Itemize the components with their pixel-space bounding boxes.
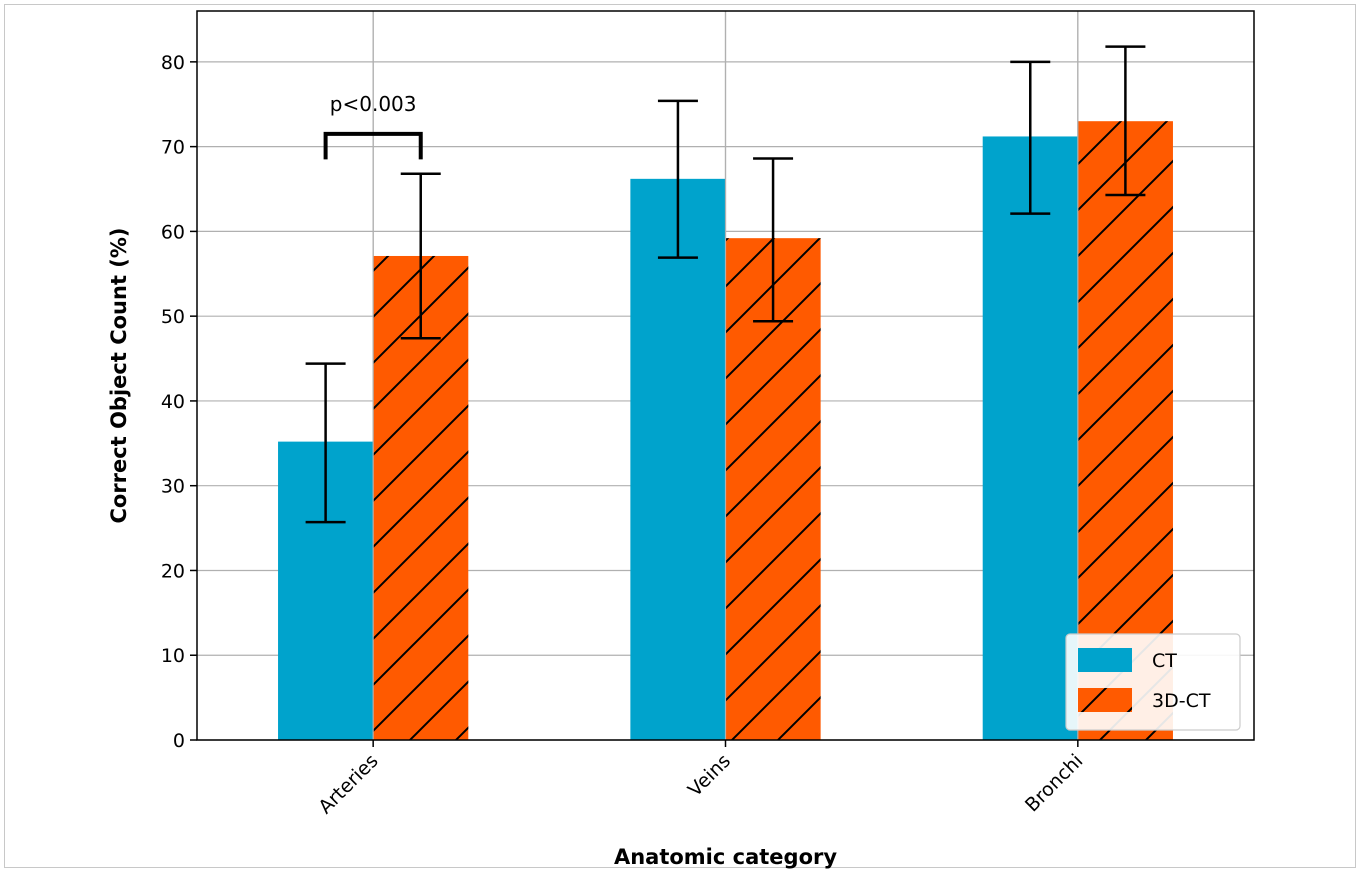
y-tick-label-20: 20 <box>161 560 185 582</box>
legend: CT 3D-CT <box>1065 633 1241 731</box>
legend-label-ct: CT <box>1152 650 1177 672</box>
y-tick-label-60: 60 <box>161 221 185 243</box>
y-tick-label-50: 50 <box>161 306 185 328</box>
bar-ct-bronchi <box>982 136 1078 740</box>
legend-swatch-hatch-3d-ct <box>1078 688 1132 712</box>
y-axis-ticks: 0 10 20 30 40 50 60 70 80 <box>161 52 197 752</box>
y-tick-label-0: 0 <box>173 730 185 752</box>
y-tick-label-40: 40 <box>161 391 185 413</box>
error-bar-3d-ct-veins <box>753 157 794 323</box>
bar-ct-veins <box>630 178 726 740</box>
x-tick-label-veins: Veins <box>684 750 735 801</box>
bars-group <box>278 11 1173 740</box>
x-tick-label-arteries: Arteries <box>314 750 382 818</box>
significance-label: p<0.003 <box>330 92 417 116</box>
error-bar-3d-ct-arteries <box>400 172 441 340</box>
legend-swatch-ct <box>1078 648 1132 672</box>
x-tick-label-bronchi: Bronchi <box>1021 750 1087 816</box>
error-bar-ct-arteries <box>305 362 346 524</box>
error-bar-ct-veins <box>657 99 698 259</box>
significance-bracket <box>323 131 423 160</box>
x-axis-ticks: Arteries Veins Bronchi <box>314 740 1087 818</box>
error-bar-3d-ct-bronchi <box>1105 45 1146 197</box>
error-bar-ct-bronchi <box>1010 60 1051 215</box>
figure-frame <box>4 4 1356 868</box>
x-axis-label: Anatomic category <box>614 845 837 869</box>
significance-annotation: p<0.003 <box>323 92 423 160</box>
y-axis-label: Correct Object Count (%) <box>107 227 131 523</box>
y-tick-label-80: 80 <box>161 52 185 74</box>
error-bars-group <box>305 45 1146 524</box>
legend-label-3d-ct: 3D-CT <box>1152 690 1211 712</box>
y-tick-label-70: 70 <box>161 137 185 159</box>
y-tick-label-10: 10 <box>161 645 185 667</box>
y-tick-label-30: 30 <box>161 476 185 498</box>
